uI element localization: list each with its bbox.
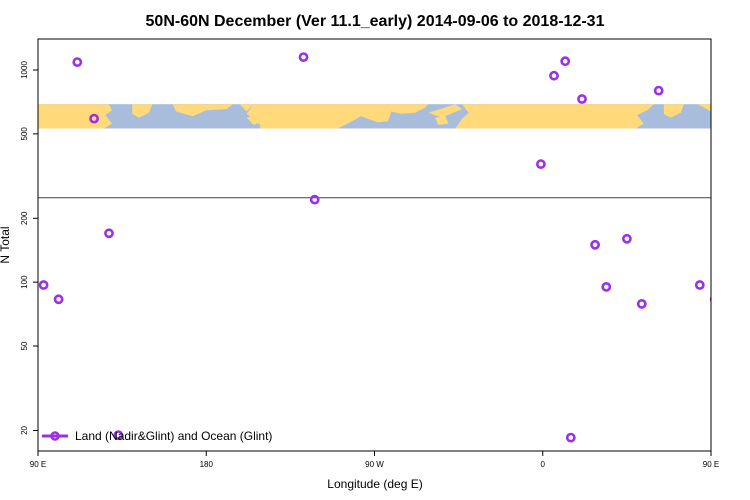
y-tick-label: 1000 — [20, 61, 29, 79]
land-mass-0 — [38, 104, 112, 129]
y-axis: 20 50 100 200 500 1000 — [20, 61, 38, 435]
x-tick-label: 180 — [200, 460, 214, 469]
data-point — [622, 233, 632, 244]
data-point — [72, 57, 83, 67]
x-axis-label: Longitude (deg E) — [327, 477, 422, 491]
data-point — [601, 281, 612, 292]
data-point — [577, 94, 587, 104]
x-tick-label: 90 E — [703, 460, 719, 469]
data-point — [726, 59, 733, 66]
data-point — [309, 194, 320, 205]
data-point — [53, 294, 64, 305]
legend: Land (Nadir&Glint) and Ocean (Glint) — [42, 429, 272, 443]
data-point — [104, 228, 114, 239]
plot-frame — [37, 38, 712, 452]
land-mass-3 — [239, 104, 254, 112]
y-tick-label: 100 — [20, 275, 29, 289]
legend-marker — [50, 431, 60, 441]
data-point — [709, 296, 711, 303]
world-map-band — [38, 104, 711, 129]
y-tick-label: 20 — [20, 425, 29, 434]
data-point — [298, 52, 309, 62]
y-tick-label: 200 — [20, 211, 29, 225]
land-mass-5 — [246, 104, 429, 129]
chart-title: 50N-60N December (Ver 11.1_early) 2014-0… — [146, 13, 605, 30]
data-point — [694, 280, 705, 290]
data-point — [38, 280, 49, 290]
land-mass-8 — [455, 104, 654, 129]
data-point — [113, 430, 124, 441]
data-point — [536, 159, 546, 169]
data-points — [38, 52, 750, 443]
land-mass-2 — [172, 104, 234, 117]
land-mass-10 — [697, 104, 711, 112]
data-point — [653, 85, 664, 96]
y-tick-label: 50 — [20, 341, 29, 350]
land-mass-6 — [428, 104, 462, 118]
data-point — [565, 432, 576, 443]
land-mass-1 — [132, 104, 153, 118]
data-point — [636, 298, 647, 309]
data-point — [590, 239, 600, 250]
land-mass-7 — [435, 116, 449, 125]
data-point — [549, 70, 559, 81]
data-point — [560, 56, 571, 67]
x-tick-label: 0 — [541, 460, 546, 469]
data-point — [743, 115, 750, 122]
legend-entry-label: Land (Nadir&Glint) and Ocean (Glint) — [75, 429, 272, 443]
y-axis-label: N Total — [0, 226, 12, 263]
x-tick-label: 90 W — [365, 460, 384, 469]
x-tick-label: 90 E — [30, 460, 46, 469]
land-mass-9 — [663, 104, 685, 118]
data-point — [89, 113, 99, 124]
x-axis: 90 E 180 90 W 0 90 E — [30, 451, 719, 469]
y-tick-label: 500 — [20, 127, 29, 141]
